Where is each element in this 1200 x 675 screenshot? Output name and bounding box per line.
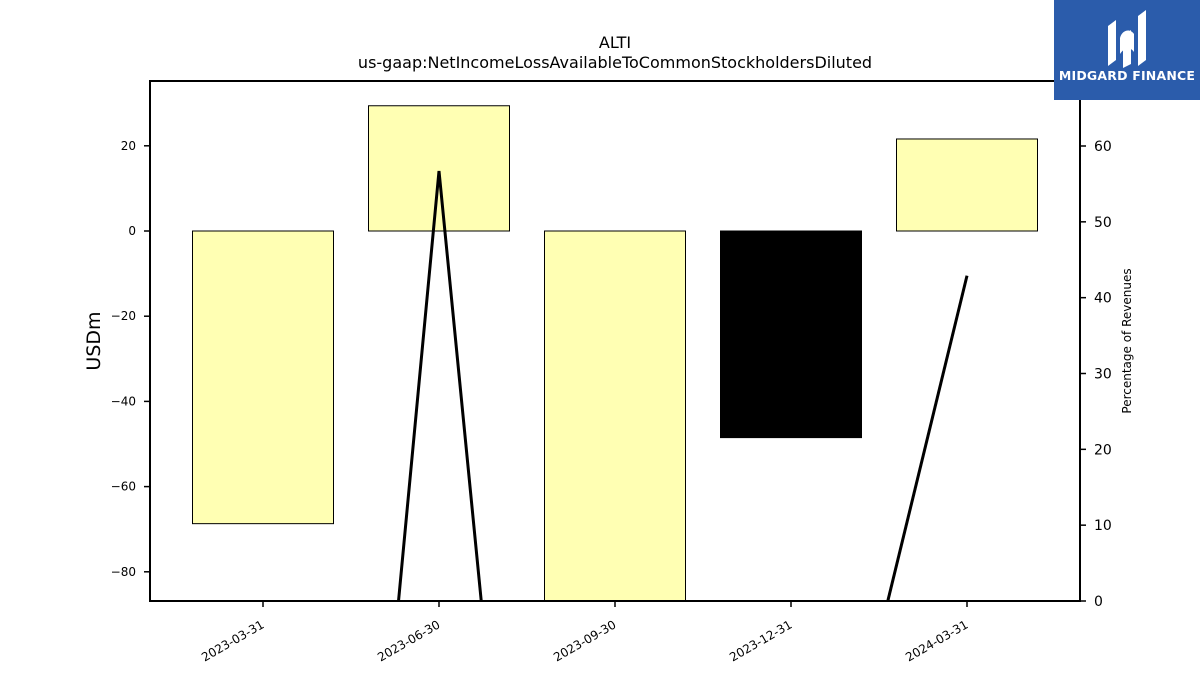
- y2-axis-label: Percentage of Revenues: [1120, 268, 1134, 413]
- logo-text: MIDGARD FINANCE: [1058, 68, 1196, 83]
- xtick-label: 2023-03-31: [199, 617, 266, 664]
- ytick-label: −60: [111, 480, 136, 494]
- y2tick-label: 10: [1094, 518, 1112, 534]
- percent-line-segment-2: [886, 275, 969, 602]
- x-axis-ticks: 2023-03-31 2023-06-30 2023-09-30 2023-12-31…: [199, 601, 971, 664]
- bars-group: [192, 105, 1038, 602]
- ytick-label: −20: [111, 309, 136, 323]
- y2tick-label: 30: [1094, 367, 1112, 383]
- percent-line-segment-1: [397, 170, 483, 602]
- midgard-finance-logo: MIDGARD FINANCE: [1054, 0, 1200, 100]
- ytick-label: 20: [121, 139, 136, 153]
- bar-2023-12-31: [720, 230, 862, 439]
- right-axis-ticks: 0 10 20 30 40 50 60: [1080, 139, 1112, 610]
- y2tick-label: 0: [1094, 594, 1103, 610]
- left-axis-ticks: −80 −60 −40 −20 0 20: [111, 139, 150, 579]
- bar-2023-09-30: [544, 230, 686, 602]
- ytick-label: 0: [128, 224, 136, 238]
- chart-subtitle: us-gaap:NetIncomeLossAvailableToCommonSt…: [358, 53, 872, 72]
- y2tick-label: 20: [1094, 442, 1112, 458]
- xtick-label: 2023-12-31: [727, 617, 794, 664]
- logo-mark-icon: [1108, 10, 1146, 68]
- xtick-label: 2024-03-31: [903, 617, 970, 664]
- xtick-label: 2023-09-30: [551, 617, 618, 664]
- xtick-label: 2023-06-30: [375, 617, 442, 664]
- y2tick-label: 50: [1094, 215, 1112, 231]
- y2tick-label: 60: [1094, 139, 1112, 155]
- ytick-label: −40: [111, 394, 136, 408]
- bar-2023-06-30: [368, 105, 510, 232]
- y-axis-label: USDm: [83, 311, 105, 370]
- lines-group: [397, 170, 969, 602]
- ytick-label: −80: [111, 565, 136, 579]
- bar-2024-03-31: [896, 138, 1038, 232]
- bar-2023-03-31: [192, 230, 334, 525]
- y2tick-label: 40: [1094, 291, 1112, 307]
- chart-title: ALTI: [599, 33, 631, 52]
